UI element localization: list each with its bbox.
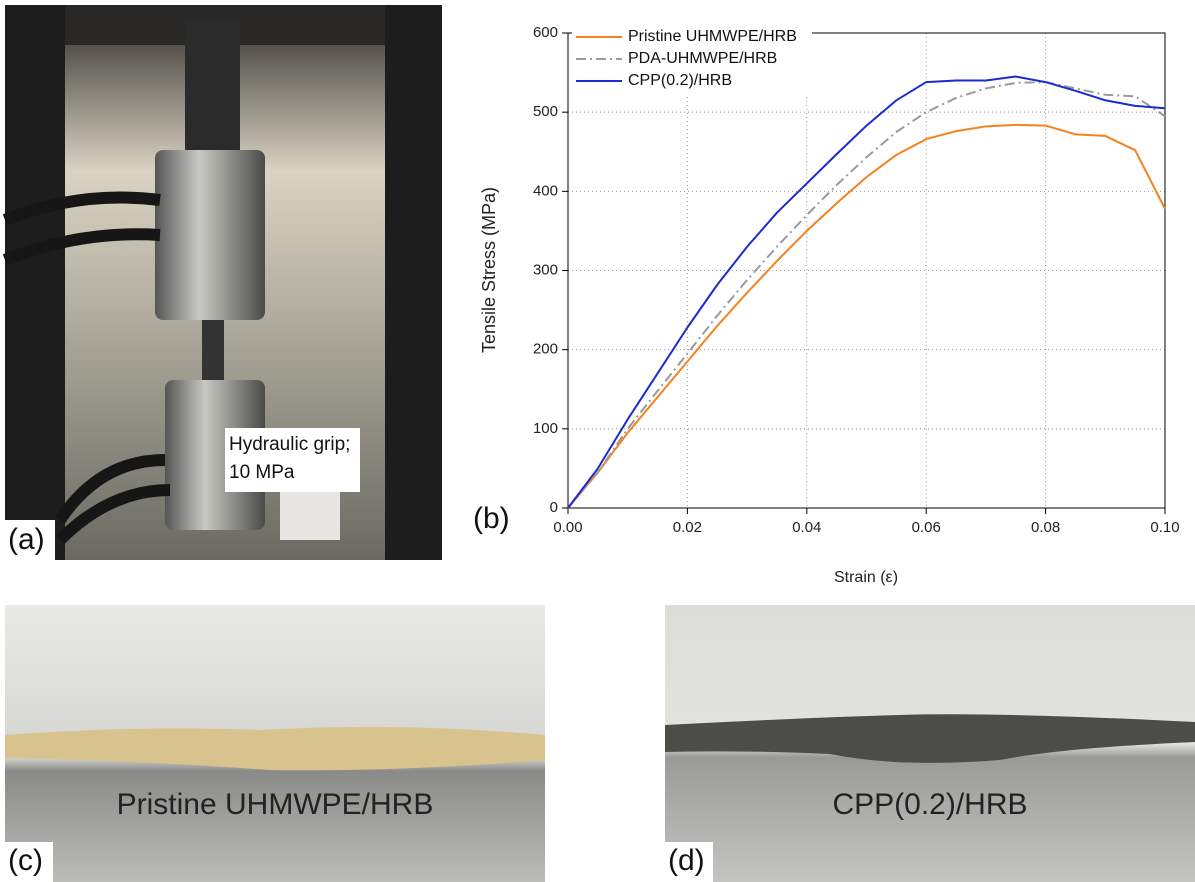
y-tick-label: 300 xyxy=(533,261,558,278)
caption: Pristine UHMWPE/HRB xyxy=(117,788,434,821)
panel-label: (a) xyxy=(8,523,45,556)
line-series xyxy=(567,75,1166,509)
line-series xyxy=(567,123,1166,509)
x-tick-label: 0.04 xyxy=(792,519,821,536)
x-tick-label: 0.02 xyxy=(673,519,702,536)
y-tick-label: 100 xyxy=(533,420,558,437)
x-tick-label: 0.00 xyxy=(553,519,582,536)
y-tick-label: 500 xyxy=(533,103,558,120)
legend: Pristine UHMWPE/HRB PDA-UHMWPE/HRB CPP(0.2… xyxy=(572,23,812,95)
plot-frame xyxy=(567,32,1166,509)
y-tick-label: 200 xyxy=(533,341,558,358)
photo-d: CPP(0.2)/HRB (d) xyxy=(665,605,1195,882)
legend-label: PDA-UHMWPE/HRB xyxy=(628,50,777,67)
y-axis-label: Tensile Stress (MPa) xyxy=(479,187,499,353)
panel-label: (c) xyxy=(8,844,43,877)
y-tick-label: 400 xyxy=(533,182,558,199)
caption: CPP(0.2)/HRB xyxy=(832,788,1027,821)
y-tick-label: 600 xyxy=(533,24,558,41)
line-chart: (b) Strain (ε) Tensile Stress (MPa) 0 100… xyxy=(473,23,1180,586)
x-tick-label: 0.10 xyxy=(1150,519,1179,536)
legend-label: Pristine UHMWPE/HRB xyxy=(628,28,797,45)
annotation: 10 MPa xyxy=(229,462,295,483)
photo-a: Hydraulic grip; 10 MPa (a) xyxy=(2,5,442,560)
photo-c: Pristine UHMWPE/HRB (c) xyxy=(5,605,545,882)
annotation: Hydraulic grip; xyxy=(229,434,350,455)
y-tick-label: 0 xyxy=(550,499,558,516)
x-tick-label: 0.06 xyxy=(912,519,941,536)
panel-label: (d) xyxy=(668,844,705,877)
legend-label: CPP(0.2)/HRB xyxy=(628,72,732,89)
x-tick-label: 0.08 xyxy=(1031,519,1060,536)
x-axis-label: Strain (ε) xyxy=(834,569,898,586)
panel-label: (b) xyxy=(473,502,510,535)
line-series xyxy=(567,81,1166,509)
